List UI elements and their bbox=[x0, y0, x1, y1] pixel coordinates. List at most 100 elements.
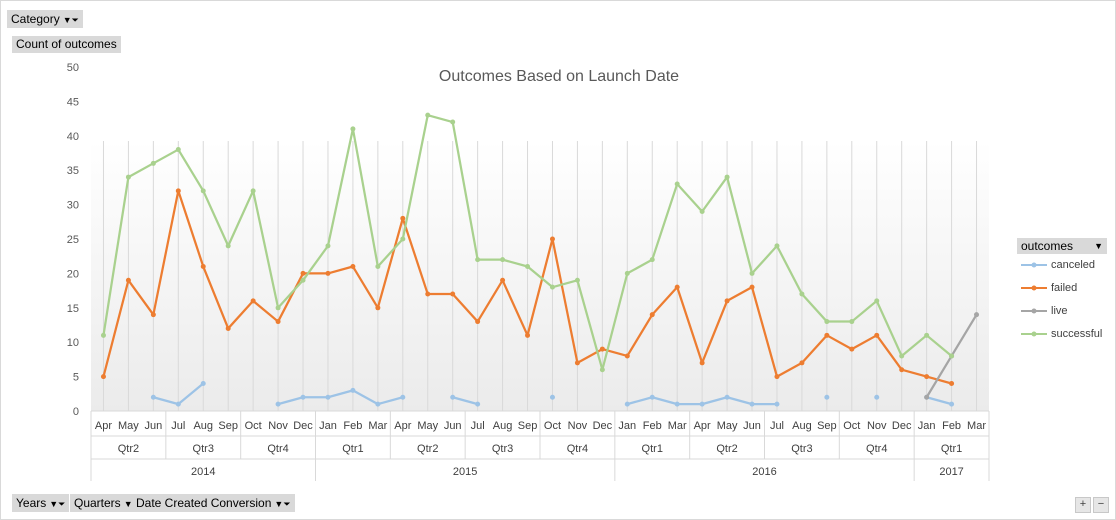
data-point-successful bbox=[225, 243, 231, 249]
data-point-successful bbox=[874, 298, 880, 304]
data-point-failed bbox=[275, 319, 281, 325]
legend-item-canceled: canceled bbox=[1017, 254, 1107, 277]
data-point-canceled bbox=[724, 394, 730, 400]
legend-marker-successful bbox=[1021, 331, 1047, 337]
x-month-label: Jul bbox=[171, 420, 185, 432]
data-point-failed bbox=[475, 319, 481, 325]
date-created-filter-button[interactable]: Date Created Conversion ▼⏷ bbox=[132, 494, 295, 512]
collapse-button[interactable]: − bbox=[1093, 497, 1109, 513]
data-point-canceled bbox=[275, 401, 281, 407]
legend-dot bbox=[1031, 308, 1037, 314]
x-quarter-label: Qtr1 bbox=[342, 443, 363, 455]
category-filter-button[interactable]: Category ▼⏷ bbox=[7, 10, 83, 28]
filter-dropdown-icon: ▼⏷ bbox=[49, 498, 66, 509]
data-point-successful bbox=[175, 147, 181, 153]
data-point-failed bbox=[924, 374, 930, 380]
x-quarter-label: Qtr4 bbox=[267, 443, 288, 455]
data-point-canceled bbox=[824, 394, 830, 400]
x-quarter-label: Qtr2 bbox=[716, 443, 737, 455]
x-quarter-label: Qtr4 bbox=[567, 443, 588, 455]
x-quarter-label: Qtr4 bbox=[866, 443, 887, 455]
legend-marker-live bbox=[1021, 308, 1047, 314]
quarters-filter-label: Quarters bbox=[74, 496, 121, 510]
data-point-successful bbox=[849, 319, 855, 325]
value-field-label: Count of outcomes bbox=[12, 36, 121, 53]
legend-title: outcomes bbox=[1021, 239, 1074, 253]
x-year-label: 2017 bbox=[939, 466, 963, 478]
filter-dropdown-icon: ▼⏷ bbox=[62, 14, 79, 25]
data-point-failed bbox=[624, 353, 630, 359]
data-point-canceled bbox=[300, 394, 306, 400]
y-tick-label: 40 bbox=[67, 131, 79, 143]
data-point-successful bbox=[375, 264, 381, 270]
legend-filter-button[interactable]: outcomes ▼ bbox=[1017, 238, 1107, 254]
filter-dropdown-icon: ▼⏷ bbox=[274, 498, 291, 509]
x-month-label: Apr bbox=[394, 420, 411, 432]
data-point-failed bbox=[649, 312, 655, 318]
x-month-label: Dec bbox=[293, 420, 313, 432]
legend-items: canceled failed live successful bbox=[1017, 254, 1107, 346]
data-point-failed bbox=[724, 298, 730, 304]
quarters-filter-button[interactable]: Quarters ▼ bbox=[70, 494, 137, 512]
data-point-failed bbox=[674, 284, 680, 290]
x-month-label: Aug bbox=[193, 420, 213, 432]
x-month-label: Aug bbox=[792, 420, 812, 432]
series-line-canceled bbox=[926, 396, 952, 406]
x-month-label: Oct bbox=[245, 420, 262, 432]
data-point-failed bbox=[175, 188, 181, 194]
x-month-label: Nov bbox=[867, 420, 887, 432]
data-point-failed bbox=[125, 277, 131, 283]
x-quarter-label: Qtr1 bbox=[642, 443, 663, 455]
data-point-successful bbox=[599, 367, 605, 373]
data-point-canceled bbox=[699, 401, 705, 407]
series-canceled bbox=[150, 380, 955, 407]
data-point-canceled bbox=[375, 401, 381, 407]
x-month-label: Jun bbox=[743, 420, 761, 432]
data-point-failed bbox=[874, 332, 880, 338]
data-point-failed bbox=[200, 264, 206, 270]
y-tick-label: 15 bbox=[67, 303, 79, 315]
data-point-canceled bbox=[949, 401, 955, 407]
x-month-label: Jan bbox=[618, 420, 636, 432]
data-point-failed bbox=[425, 291, 431, 297]
data-point-canceled bbox=[325, 394, 331, 400]
legend-dot bbox=[1031, 285, 1037, 291]
legend-dot bbox=[1031, 262, 1037, 268]
data-point-successful bbox=[674, 181, 680, 187]
y-tick-label: 25 bbox=[67, 234, 79, 246]
data-point-failed bbox=[574, 360, 580, 366]
data-point-successful bbox=[799, 291, 805, 297]
y-tick-label: 10 bbox=[67, 337, 79, 349]
data-point-successful bbox=[350, 126, 356, 132]
data-point-successful bbox=[475, 257, 481, 263]
series-line-canceled bbox=[277, 389, 404, 406]
y-tick-label: 0 bbox=[73, 406, 79, 418]
data-point-successful bbox=[749, 270, 755, 276]
data-point-live bbox=[924, 394, 930, 400]
x-month-label: Jul bbox=[770, 420, 784, 432]
data-point-canceled bbox=[624, 401, 630, 407]
expand-button[interactable]: + bbox=[1075, 497, 1091, 513]
data-point-failed bbox=[549, 236, 555, 242]
data-point-successful bbox=[899, 353, 905, 359]
data-point-failed bbox=[350, 264, 356, 270]
data-point-successful bbox=[574, 277, 580, 283]
x-month-label: Oct bbox=[544, 420, 561, 432]
years-filter-button[interactable]: Years ▼⏷ bbox=[12, 494, 70, 512]
data-point-successful bbox=[699, 208, 705, 214]
data-point-failed bbox=[300, 270, 306, 276]
x-year-label: 2015 bbox=[453, 466, 477, 478]
data-point-failed bbox=[500, 277, 506, 283]
data-point-failed bbox=[799, 360, 805, 366]
legend-item-successful: successful bbox=[1017, 323, 1107, 346]
data-point-failed bbox=[375, 305, 381, 311]
x-month-label: Aug bbox=[493, 420, 513, 432]
x-month-label: Nov bbox=[268, 420, 288, 432]
data-point-successful bbox=[300, 277, 306, 283]
data-point-failed bbox=[774, 374, 780, 380]
data-point-failed bbox=[225, 325, 231, 331]
data-point-successful bbox=[824, 319, 830, 325]
x-month-label: Mar bbox=[668, 420, 687, 432]
x-month-label: Jul bbox=[471, 420, 485, 432]
legend-item-failed: failed bbox=[1017, 277, 1107, 300]
